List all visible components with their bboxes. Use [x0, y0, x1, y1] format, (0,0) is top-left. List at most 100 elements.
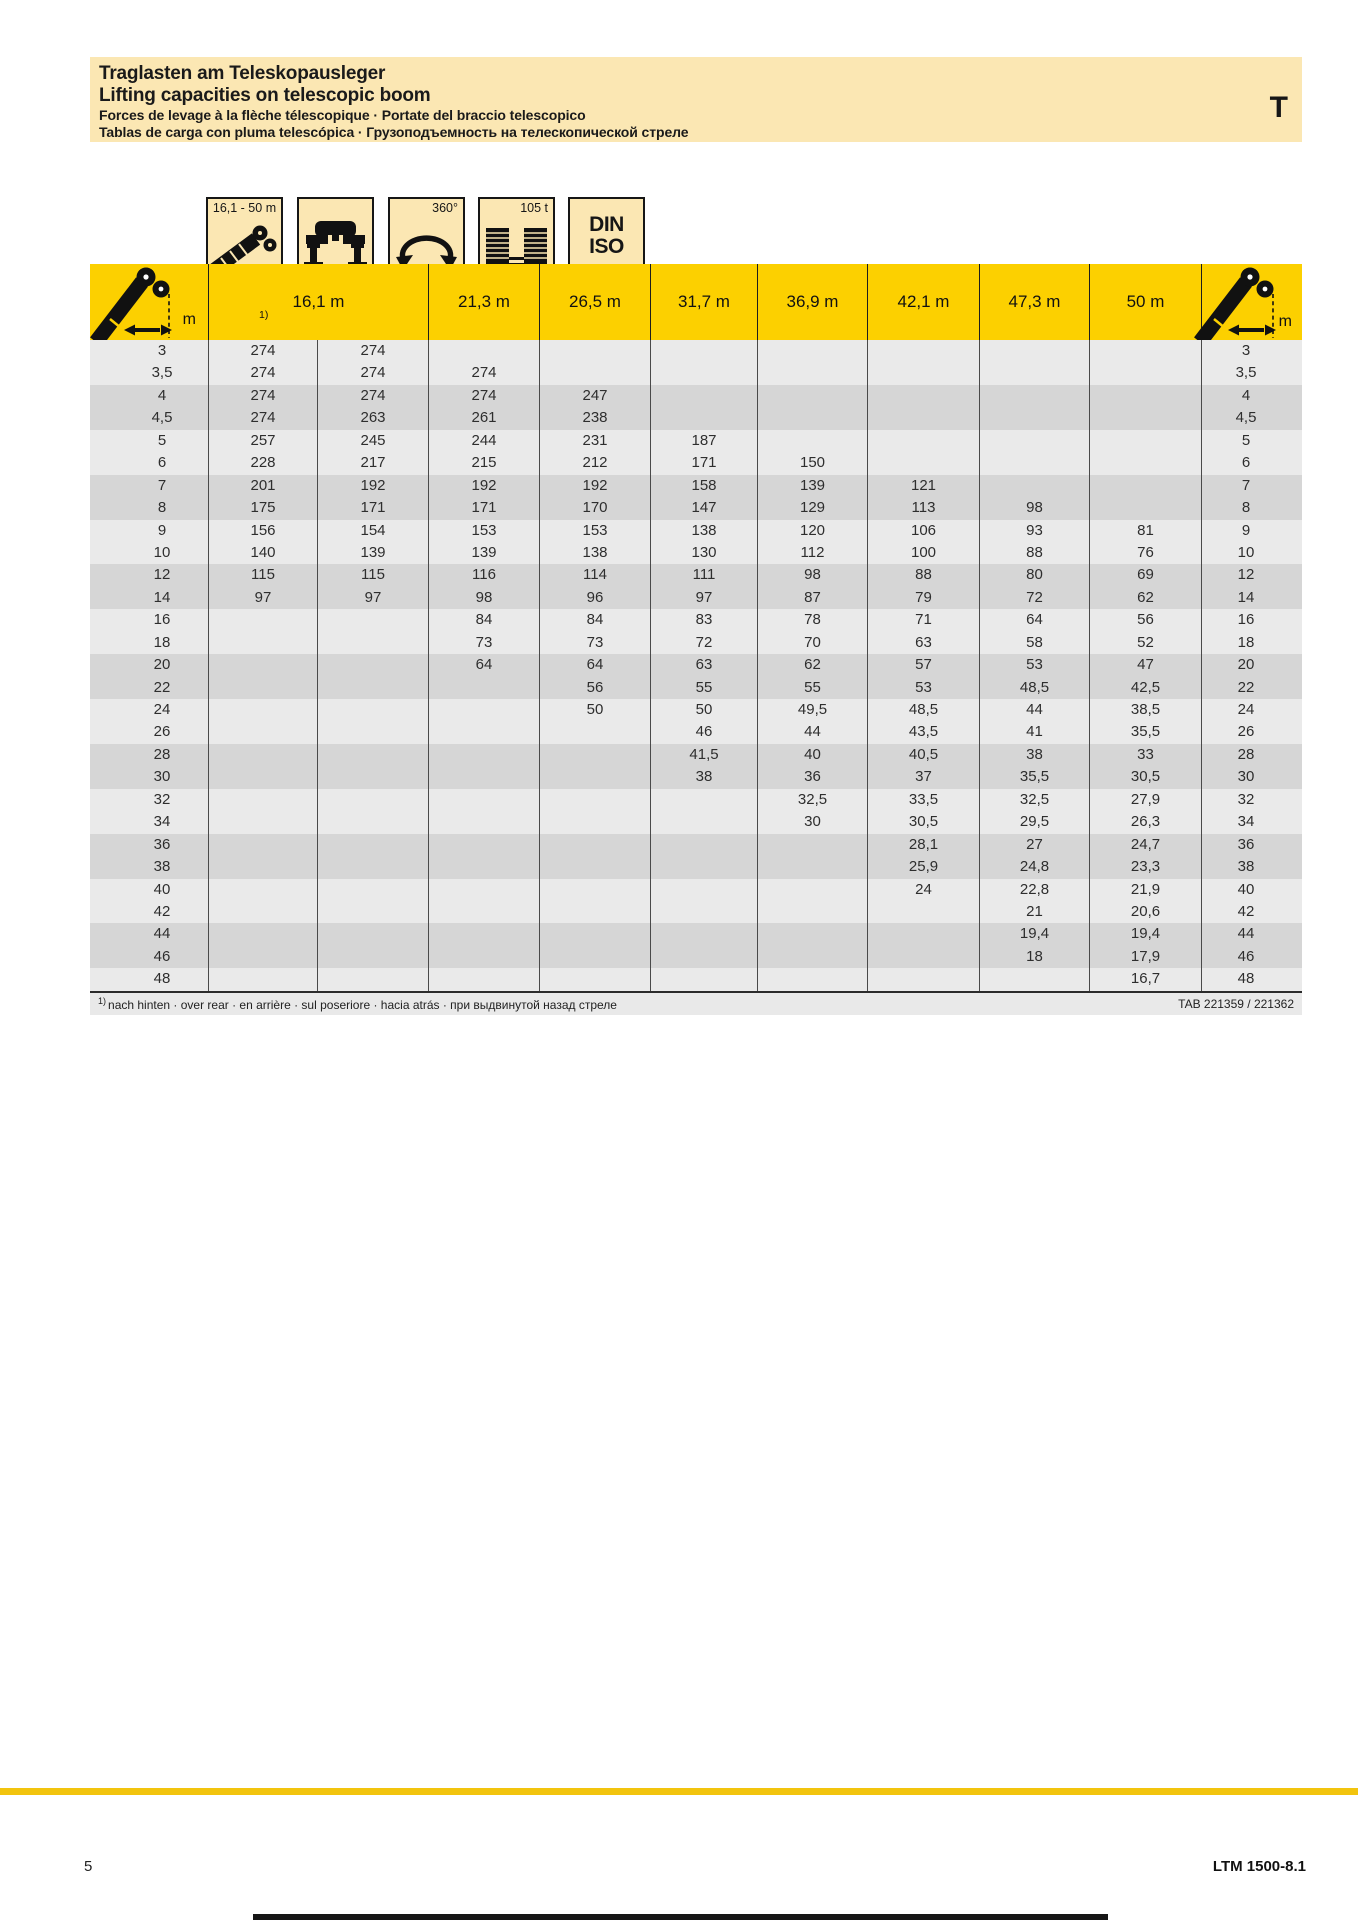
crane-radius-icon-left [90, 267, 172, 340]
capacity-cell: 192 [317, 474, 428, 498]
capacity-cell: 106 [867, 519, 979, 542]
radius-cell-right: 6 [1201, 452, 1302, 475]
capacity-cell: 88 [867, 564, 979, 587]
radius-cell-right: 42 [1201, 900, 1302, 924]
capacity-cell [208, 900, 317, 924]
capacity-cell [650, 878, 757, 901]
radius-cell-left: 3,5 [151, 364, 173, 382]
boom-header: 42,1 m [867, 264, 979, 340]
capacity-cell: 139 [428, 541, 539, 565]
radius-cell-right: 40 [1201, 878, 1302, 901]
capacity-cell: 112 [757, 541, 867, 565]
radius-cell-left: 36 [153, 835, 171, 853]
capacity-cell [539, 340, 650, 363]
capacity-cell: 228 [208, 452, 317, 475]
radius-cell-right: 12 [1201, 564, 1302, 587]
capacity-cell: 147 [650, 497, 757, 520]
radius-cell-right: 22 [1201, 676, 1302, 699]
capacity-cell: 98 [757, 564, 867, 587]
table-row: 14 97 97 98 96 97 87 79 72 62 14 [90, 586, 1302, 610]
radius-cell-left: 28 [153, 745, 171, 763]
capacity-cell [208, 654, 317, 677]
capacity-cell [1089, 429, 1201, 453]
radius-cell-left: 5 [157, 431, 167, 449]
capacity-cell [208, 878, 317, 901]
capacity-table-body: 3 274 274 3 3,5 274 274 274 3,5 4 274 274 274 247 4 4,5… [90, 340, 1302, 991]
capacity-cell [650, 362, 757, 385]
capacity-cell: 97 [650, 586, 757, 610]
capacity-cell: 80 [979, 564, 1089, 587]
section-tab-letter: T [1269, 91, 1288, 124]
capacity-cell [317, 945, 428, 969]
title-es-ru: Tablas de carga con pluma telescópica · … [99, 124, 689, 140]
capacity-cell: 88 [979, 541, 1089, 565]
table-row: 3 274 274 3 [90, 340, 1302, 363]
radius-cell-left: 20 [153, 656, 171, 674]
radius-cell-left: 30 [153, 768, 171, 786]
capacity-cell: 274 [317, 340, 428, 363]
capacity-cell [428, 743, 539, 767]
capacity-cell: 154 [317, 519, 428, 542]
capacity-cell [428, 811, 539, 834]
capacity-cell: 70 [757, 631, 867, 655]
radius-cell-right: 26 [1201, 721, 1302, 744]
capacity-cell [208, 766, 317, 789]
capacity-cell: 111 [650, 564, 757, 587]
capacity-cell [757, 900, 867, 924]
capacity-cell [867, 452, 979, 475]
capacity-cell: 38 [979, 743, 1089, 767]
radius-cell-right: 36 [1201, 833, 1302, 857]
radius-cell-right: 48 [1201, 968, 1302, 991]
radius-cell-right: 16 [1201, 609, 1302, 632]
capacity-cell: 64 [539, 654, 650, 677]
radius-cell-left: 22 [153, 678, 171, 696]
capacity-cell [428, 968, 539, 991]
capacity-cell [428, 676, 539, 699]
capacity-cell: 201 [208, 474, 317, 498]
capacity-cell: 69 [1089, 564, 1201, 587]
capacity-cell: 170 [539, 497, 650, 520]
radius-cell-left: 48 [153, 970, 171, 988]
capacity-cell [979, 968, 1089, 991]
capacity-cell: 53 [867, 676, 979, 699]
capacity-cell: 158 [650, 474, 757, 498]
capacity-cell [867, 968, 979, 991]
capacity-cell [867, 945, 979, 969]
capacity-cell: 98 [979, 497, 1089, 520]
rotation-360-icon [396, 235, 457, 270]
table-row: 22 56 55 55 53 48,5 42,5 22 [90, 676, 1302, 699]
capacity-cell: 261 [428, 407, 539, 430]
capacity-cell: 156 [208, 519, 317, 542]
capacity-cell: 50 [650, 699, 757, 722]
radius-cell-right: 24 [1201, 699, 1302, 722]
capacity-cell [757, 923, 867, 946]
capacity-cell: 245 [317, 429, 428, 453]
table-row: 42 21 20,6 42 [90, 900, 1302, 924]
title-de: Traglasten am Teleskopausleger [99, 63, 386, 84]
capacity-cell [208, 811, 317, 834]
scan-edge-strip [253, 1914, 1108, 1920]
capacity-cell [428, 721, 539, 744]
capacity-cell: 40 [757, 743, 867, 767]
capacity-cell: 150 [757, 452, 867, 475]
radius-cell-left: 26 [153, 723, 171, 741]
radius-cell-left: 42 [153, 902, 171, 920]
capacity-cell: 30,5 [867, 811, 979, 834]
radius-cell-right: 30 [1201, 766, 1302, 789]
capacity-cell [979, 340, 1089, 363]
radius-cell-right: 10 [1201, 541, 1302, 565]
table-row: 4 274 274 274 247 4 [90, 384, 1302, 408]
radius-cell-right: 44 [1201, 923, 1302, 946]
capacity-cell: 187 [650, 429, 757, 453]
capacity-cell: 19,4 [1089, 923, 1201, 946]
capacity-cell: 72 [979, 586, 1089, 610]
capacity-cell: 274 [208, 407, 317, 430]
capacity-cell [1089, 362, 1201, 385]
capacity-cell: 171 [650, 452, 757, 475]
capacity-cell: 192 [539, 474, 650, 498]
radius-cell-right: 8 [1201, 497, 1302, 520]
capacity-cell: 62 [757, 654, 867, 677]
capacity-cell [1089, 452, 1201, 475]
iso-label: ISO [589, 235, 624, 258]
